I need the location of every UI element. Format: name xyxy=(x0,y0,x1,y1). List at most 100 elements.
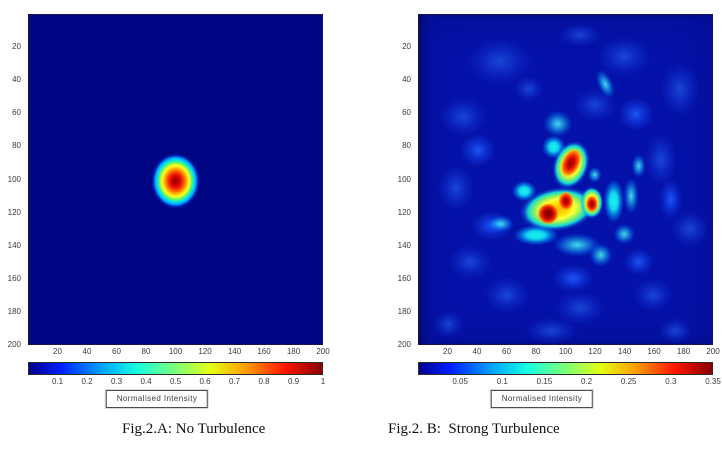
tick-label: 160 xyxy=(257,347,271,356)
figure-panel-a: 20 40 60 80 100 120 140 160 180 200 20 40 60 80 100 12… xyxy=(0,0,361,418)
heatmap-blob xyxy=(634,278,673,312)
tick-label: 140 xyxy=(397,240,411,250)
caption-b: Fig.2. B: Strong Turbulence xyxy=(388,421,560,437)
tick-label: 180 xyxy=(286,347,301,356)
colorbar-label-a: Normalised Intensity xyxy=(105,390,209,408)
y-axis-ticks-a: 20 40 60 80 100 120 140 160 180 200 xyxy=(0,14,24,349)
tick-label: 20 xyxy=(12,42,21,52)
tick-label: 180 xyxy=(397,306,411,316)
tick-label: 20 xyxy=(53,347,62,356)
tick-label: 1 xyxy=(320,377,326,386)
tick-label: 120 xyxy=(7,207,21,217)
heatmap-blob xyxy=(587,166,603,183)
tick-label: 120 xyxy=(198,347,212,356)
colorbar-ticks-a: 0.1 0.2 0.3 0.4 0.5 0.6 0.7 0.8 0.9 1 xyxy=(28,377,326,387)
colorbar-b xyxy=(418,362,713,375)
heatmap-blob xyxy=(524,317,578,344)
tick-label: 40 xyxy=(12,75,21,85)
tick-label: 0.9 xyxy=(287,377,300,386)
tick-label: 40 xyxy=(82,347,92,356)
tick-label: 200 xyxy=(7,340,21,350)
tick-label: 200 xyxy=(706,347,720,356)
heatmap-blob xyxy=(659,317,692,344)
tick-label: 60 xyxy=(402,108,411,118)
heatmap-blob xyxy=(585,195,599,214)
heatmap-blob xyxy=(552,265,594,292)
heatmap-blob xyxy=(631,154,647,178)
tick-label: 200 xyxy=(397,340,411,350)
heatmap-blob xyxy=(150,153,201,210)
tick-label: 0.2 xyxy=(81,377,93,386)
x-axis-ticks-a: 20 40 60 80 100 120 140 160 180 200 xyxy=(28,347,330,357)
heatmap-blob xyxy=(433,311,463,338)
heatmap-blob xyxy=(613,223,635,244)
tick-label: 100 xyxy=(558,347,573,356)
tick-label: 120 xyxy=(588,347,602,356)
heatmap-blob xyxy=(514,75,544,103)
tick-label: 60 xyxy=(112,347,121,356)
tick-label: 160 xyxy=(7,273,21,283)
tick-label: 0.05 xyxy=(452,377,468,386)
colorbar-ticks-b: 0.05 0.1 0.15 0.2 0.25 0.3 0.35 xyxy=(418,377,720,387)
heatmap-blob xyxy=(624,177,639,215)
tick-label: 0.1 xyxy=(51,377,64,386)
heatmap-a xyxy=(28,14,323,345)
tick-label: 160 xyxy=(397,273,411,283)
tick-label: 0.2 xyxy=(581,377,593,386)
tick-label: 140 xyxy=(7,240,21,250)
caption-a: Fig.2.A: No Turbulence xyxy=(122,421,266,437)
tick-label: 0.1 xyxy=(496,377,508,386)
tick-label: 0.35 xyxy=(705,377,721,386)
heatmap-blob xyxy=(603,179,625,223)
tick-label: 140 xyxy=(617,347,632,356)
heatmap-blob xyxy=(597,36,651,76)
tick-label: 80 xyxy=(12,141,21,151)
tick-label: 40 xyxy=(402,75,411,85)
heatmap-blob xyxy=(670,210,710,247)
tick-label: 100 xyxy=(168,347,183,356)
tick-label: 0.15 xyxy=(536,377,553,386)
tick-label: 20 xyxy=(443,347,452,356)
y-axis-ticks-b: 20 40 60 80 100 120 140 160 180 200 xyxy=(390,14,414,349)
tick-label: 100 xyxy=(397,174,411,184)
tick-label: 80 xyxy=(141,347,151,356)
heatmap-blob xyxy=(659,179,683,219)
tick-label: 0.4 xyxy=(140,377,152,386)
tick-label: 180 xyxy=(676,347,691,356)
heatmap-blob xyxy=(448,245,493,279)
tick-label: 180 xyxy=(7,306,21,316)
x-axis-ticks-b: 20 40 60 80 100 120 140 160 180 200 xyxy=(418,347,720,357)
heatmap-blob xyxy=(543,110,573,137)
tick-label: 60 xyxy=(502,347,511,356)
heatmap-blob xyxy=(644,133,677,187)
colorbar-label-b: Normalised Intensity xyxy=(490,390,594,408)
figure-panel-b: 20 40 60 80 100 120 140 160 180 200 20 40 60 80 100 12… xyxy=(390,0,722,418)
tick-label: 0.8 xyxy=(258,377,270,386)
heatmap-blob xyxy=(559,23,601,47)
heatmap-b xyxy=(418,14,713,345)
heatmap-blob xyxy=(557,191,574,211)
tick-label: 0.25 xyxy=(620,377,637,386)
heatmap-blob xyxy=(588,243,613,267)
tick-label: 60 xyxy=(12,108,21,118)
heatmap-blob xyxy=(487,215,515,233)
tick-label: 160 xyxy=(647,347,661,356)
tick-label: 0.5 xyxy=(169,377,182,386)
heatmap-blob xyxy=(618,97,654,131)
tick-label: 0.3 xyxy=(110,377,123,386)
colorbar-a xyxy=(28,362,323,375)
tick-label: 0.6 xyxy=(199,377,211,386)
heatmap-blob xyxy=(460,133,496,167)
tick-label: 20 xyxy=(402,42,411,52)
heatmap-blob xyxy=(438,164,474,211)
tick-label: 100 xyxy=(7,174,21,184)
heatmap-blob xyxy=(624,248,654,275)
tick-label: 80 xyxy=(531,347,541,356)
heatmap-blob xyxy=(484,276,529,313)
tick-label: 0.3 xyxy=(665,377,677,386)
tick-label: 80 xyxy=(402,141,411,151)
tick-label: 140 xyxy=(227,347,242,356)
tick-label: 200 xyxy=(316,347,330,356)
heatmap-blob xyxy=(439,97,487,137)
